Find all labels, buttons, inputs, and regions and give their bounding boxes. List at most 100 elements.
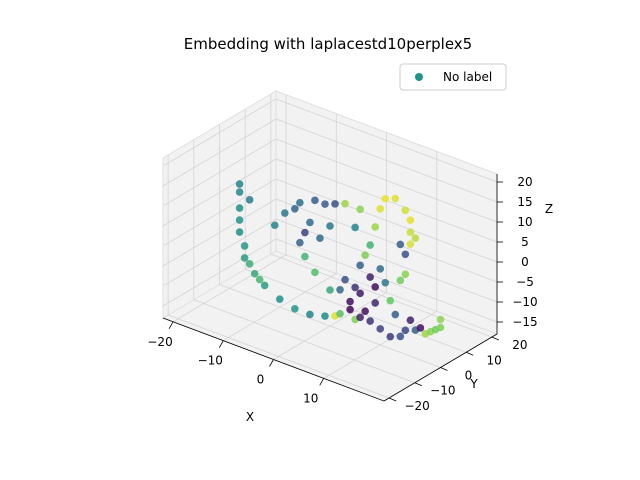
point-41 [336, 285, 344, 294]
point-68 [376, 265, 385, 273]
grid-z-left-4 [162, 158, 277, 227]
point-14 [245, 196, 254, 204]
point-43 [311, 268, 319, 277]
x-tick-1 [218, 340, 224, 348]
grid-y-floor-0 [167, 314, 390, 399]
point-70 [371, 223, 380, 231]
z-tick-label-7: 20 [517, 175, 532, 189]
z-tick-label-0: −15 [512, 315, 537, 329]
point-44 [301, 252, 309, 261]
point-62 [406, 240, 415, 248]
grid-z-left-1 [162, 218, 277, 287]
point-35 [371, 283, 380, 291]
point-47 [306, 218, 314, 227]
grid-z-left-2 [162, 198, 277, 267]
point-20 [361, 307, 369, 316]
x-tick-label-1: −10 [198, 354, 223, 368]
grid-z-back-6 [275, 118, 498, 203]
point-10 [291, 304, 299, 313]
y-tick-3 [466, 351, 474, 356]
point-49 [296, 198, 304, 207]
y-tick-label-3: 10 [487, 353, 502, 367]
axes-grid [162, 94, 498, 399]
point-0 [235, 180, 244, 188]
point-75 [270, 221, 279, 230]
point-51 [321, 200, 329, 208]
point-2 [235, 204, 244, 212]
point-66 [396, 276, 405, 285]
point-60 [406, 228, 415, 236]
y-tick-4 [491, 336, 500, 341]
point-40 [341, 275, 349, 284]
x-tick-3 [319, 378, 325, 386]
grid-y-floor-4 [270, 253, 493, 338]
z-tick-label-5: 10 [517, 215, 532, 229]
point-21 [366, 317, 374, 325]
point-32 [436, 323, 445, 332]
x-tick-label-3: 10 [303, 391, 318, 405]
point-55 [376, 205, 385, 213]
point-48 [291, 204, 299, 213]
point-54 [356, 205, 364, 214]
point-11 [306, 310, 314, 319]
point-72 [326, 222, 334, 230]
point-56 [381, 194, 390, 203]
point-50 [311, 196, 319, 205]
grid-y-floor-2 [219, 284, 441, 368]
point-74 [280, 209, 289, 217]
scatter-points [235, 180, 445, 341]
z-tick-label-3: 0 [521, 255, 529, 269]
point-9 [275, 295, 284, 303]
grid-y-floor-3 [245, 268, 467, 353]
grid-z-back-3 [275, 178, 498, 263]
point-67 [381, 278, 390, 287]
point-12 [321, 312, 329, 320]
point-71 [351, 223, 359, 232]
point-17 [336, 309, 344, 318]
point-57 [391, 194, 400, 203]
point-69 [366, 241, 374, 249]
point-33 [436, 315, 445, 324]
point-79 [371, 299, 380, 307]
point-77 [346, 297, 354, 306]
z-axis-label: Z [545, 202, 553, 216]
point-42 [326, 286, 334, 294]
legend-entry-0: No label [443, 70, 492, 84]
point-15 [245, 260, 254, 268]
point-28 [406, 316, 415, 324]
point-24 [396, 332, 405, 341]
y-tick-label-0: −20 [404, 399, 429, 413]
grid-z-back-5 [275, 138, 498, 223]
point-25 [401, 326, 410, 335]
y-tick-label-4: 20 [512, 338, 527, 352]
x-tick-label-2: 0 [257, 373, 265, 387]
point-34 [386, 296, 395, 305]
y-tick-0 [388, 397, 397, 402]
z-tick-label-2: −5 [516, 275, 534, 289]
y-tick-1 [414, 382, 422, 387]
chart-title: Embedding with laplacestd10perplex5 [184, 35, 472, 53]
y-axis-label: Y [469, 377, 478, 391]
point-80 [391, 310, 400, 319]
point-73 [316, 234, 324, 243]
grid-z-left-7 [162, 98, 277, 167]
grid-z-back-7 [275, 98, 498, 183]
legend: No label [399, 63, 507, 91]
point-7 [250, 269, 259, 278]
point-27 [416, 324, 425, 332]
point-65 [401, 270, 410, 279]
grid-z-left-3 [162, 178, 277, 247]
point-78 [356, 289, 364, 298]
point-37 [356, 261, 364, 270]
point-61 [411, 234, 420, 242]
point-22 [376, 325, 385, 333]
point-45 [296, 238, 304, 247]
point-4 [235, 228, 244, 236]
point-59 [406, 216, 415, 224]
grid-z-left-6 [162, 118, 277, 187]
grid-z-back-1 [275, 218, 498, 303]
point-52 [331, 200, 339, 208]
point-64 [401, 250, 410, 259]
